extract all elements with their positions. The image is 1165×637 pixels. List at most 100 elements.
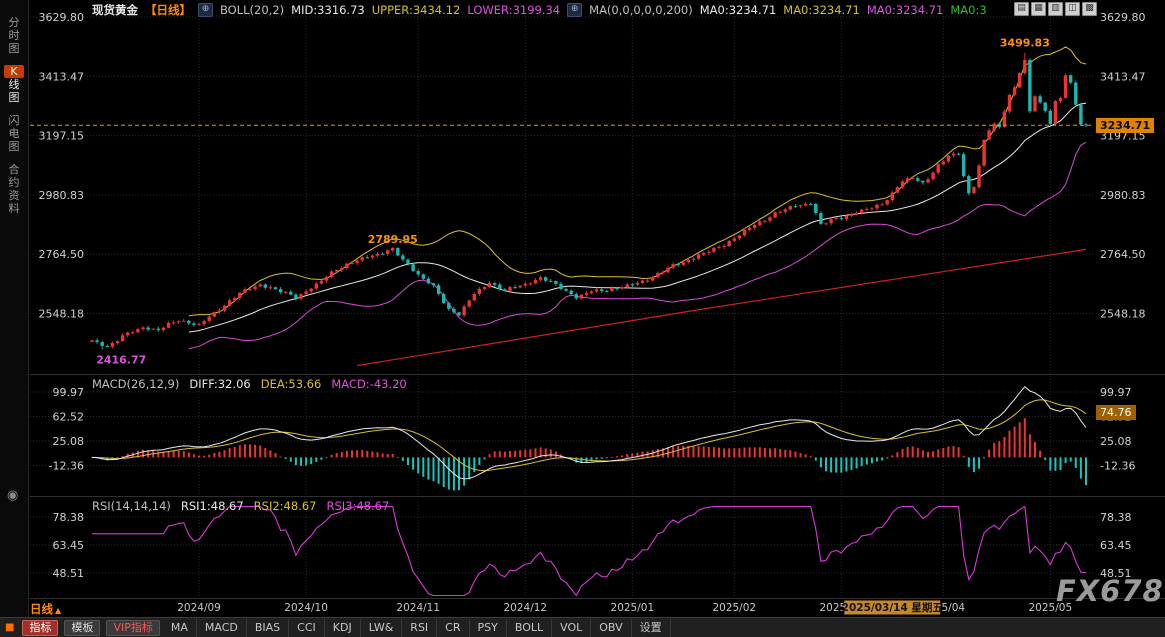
current-price-badge: 3234.71	[1096, 118, 1155, 133]
macd-histogram	[91, 418, 1087, 491]
svg-text:3499.83: 3499.83	[1000, 37, 1050, 50]
ma-value-4: MA0:3	[950, 3, 987, 17]
svg-text:2548.18: 2548.18	[39, 308, 85, 321]
toolbar-tab-10[interactable]: CR	[437, 618, 470, 637]
macd-dea-value: DEA:53.66	[260, 377, 322, 391]
rsi2-value: RSI2:48.67	[253, 499, 317, 513]
layout-button-0[interactable]: ▤	[1014, 2, 1029, 16]
toolbar-tab-5[interactable]: BIAS	[247, 618, 290, 637]
period-tag[interactable]: 【日线】	[145, 3, 191, 17]
svg-text:25.08: 25.08	[1100, 435, 1132, 448]
svg-text:3197.15: 3197.15	[39, 130, 85, 143]
ma-value-2: MA0:3234.71	[783, 3, 860, 17]
ma-settings-icon[interactable]: ⊕	[567, 3, 583, 17]
rsi-indicator-labels: RSI(14,14,14) RSI1:48.67 RSI2:48.67 RSI3…	[92, 499, 389, 513]
boll-mid-value: MID:3316.73	[291, 3, 365, 17]
period-selector[interactable]: 日线 ▲	[30, 601, 61, 617]
chart-canvas[interactable]: 2416.77 2789.95 3499.83 3629.80 3629.80 3413.…	[0, 0, 1165, 618]
symbol-name: 现货黄金	[92, 3, 138, 17]
svg-text:48.51: 48.51	[53, 567, 85, 580]
candlestick-series	[90, 52, 1088, 350]
svg-text:3413.47: 3413.47	[39, 70, 85, 83]
rsi-line	[92, 505, 1087, 597]
svg-text:2024/11: 2024/11	[396, 602, 440, 614]
boll-settings-icon[interactable]: ⊕	[198, 3, 213, 17]
macd-diff-value: DIFF:32.06	[189, 377, 251, 391]
window-layout-controls: ▤ ▦ ▥ ◫ ▩	[1014, 2, 1097, 16]
toolbar-tab-3[interactable]: MA	[163, 618, 197, 637]
toolbar-tab-12[interactable]: BOLL	[507, 618, 553, 637]
macd-value-badge: 74.76	[1096, 405, 1136, 420]
svg-text:99.97: 99.97	[53, 386, 85, 399]
svg-text:2980.83: 2980.83	[39, 189, 85, 202]
toolbar-tab-7[interactable]: KDJ	[325, 618, 361, 637]
macd-lines	[91, 385, 1087, 480]
boll-lower-value: LOWER:3199.34	[467, 3, 561, 17]
toolbar-tab-15[interactable]: 设置	[632, 618, 671, 637]
toolbar-tab-9[interactable]: RSI	[402, 618, 438, 637]
toolbar-tab-14[interactable]: OBV	[591, 618, 632, 637]
price-annotations: 2416.77 2789.95 3499.83	[96, 37, 1050, 367]
rsi1-value: RSI1:48.67	[180, 499, 244, 513]
svg-text:2024/12: 2024/12	[503, 602, 547, 614]
svg-text:2025/03/14 星期五: 2025/03/14 星期五	[842, 601, 944, 614]
svg-text:2764.50: 2764.50	[39, 248, 85, 261]
layout-button-1[interactable]: ▦	[1031, 2, 1046, 16]
svg-text:78.38: 78.38	[1100, 511, 1132, 524]
svg-text:3413.47: 3413.47	[1100, 70, 1146, 83]
svg-text:2024/10: 2024/10	[284, 602, 328, 614]
menu-icon[interactable]: ■	[5, 622, 15, 633]
date-axis: 2024/09 2024/10 2024/11 2024/12 2025/01 2025/…	[177, 600, 1073, 615]
svg-text:2025/02: 2025/02	[712, 602, 756, 614]
svg-text:3629.80: 3629.80	[39, 11, 85, 24]
toolbar-tab-list: 指标 模板 VIP指标 MA MACD BIAS CCI KDJ LW& RSI CR PSY BOLL…	[19, 618, 671, 637]
toolbar-tab-13[interactable]: VOL	[552, 618, 592, 637]
grid	[30, 10, 1165, 599]
svg-text:99.97: 99.97	[1100, 386, 1132, 399]
indicator-header: 现货黄金 【日线】 ⊕ BOLL(20,2) MID:3316.73 UPPER…	[92, 2, 987, 18]
macd-indicator-labels: MACD(26,12,9) DIFF:32.06 DEA:53.66 MACD:…	[92, 377, 407, 391]
svg-text:2025/05: 2025/05	[1029, 602, 1073, 614]
svg-text:78.38: 78.38	[53, 511, 85, 524]
svg-text:2025/01: 2025/01	[611, 602, 655, 614]
svg-text:2024/09: 2024/09	[177, 602, 221, 614]
toolbar-tab-8[interactable]: LW&	[361, 618, 403, 637]
layout-button-4[interactable]: ▩	[1082, 2, 1097, 16]
ma200-line	[357, 248, 1087, 367]
svg-text:2416.77: 2416.77	[96, 354, 146, 367]
bottom-toolbar: ■ 指标 模板 VIP指标 MA MACD BIAS CCI KDJ LW& RSI CR PSY BO…	[0, 617, 1165, 637]
toolbar-tab-0[interactable]: 指标	[22, 619, 59, 636]
layout-button-3[interactable]: ◫	[1065, 2, 1080, 16]
toolbar-tab-11[interactable]: PSY	[470, 618, 507, 637]
ma-value-3: MA0:3234.71	[866, 3, 944, 17]
boll-label: BOLL(20,2)	[220, 3, 285, 17]
sidebar-item-2[interactable]: 闪电图	[8, 114, 20, 153]
sidebar-item-0[interactable]: 分时图	[8, 16, 20, 55]
toolbar-tab-1[interactable]: 模板	[64, 619, 101, 636]
macd-value: MACD:-43.20	[331, 377, 407, 391]
svg-text:-12.36: -12.36	[1100, 459, 1135, 472]
sidebar-item-3[interactable]: 合约资料	[8, 163, 20, 215]
boll-upper-value: UPPER:3434.12	[371, 3, 461, 17]
toolbar-tab-4[interactable]: MACD	[197, 618, 247, 637]
svg-text:63.45: 63.45	[53, 539, 85, 552]
svg-text:25.08: 25.08	[53, 435, 85, 448]
rsi3-value: RSI3:48.67	[326, 499, 390, 513]
svg-text:63.45: 63.45	[1100, 539, 1132, 552]
drawing-tools-icon[interactable]: ◉	[7, 488, 19, 503]
svg-text:2980.83: 2980.83	[1100, 189, 1146, 202]
svg-text:2764.50: 2764.50	[1100, 248, 1146, 261]
svg-text:62.52: 62.52	[53, 411, 85, 424]
date-highlight-box	[844, 600, 941, 615]
layout-button-2[interactable]: ▥	[1048, 2, 1063, 16]
toolbar-tab-2[interactable]: VIP指标	[106, 619, 160, 636]
ma-label: MA(0,0,0,0,0,200)	[589, 3, 693, 17]
ma-value-1: MA0:3234.71	[699, 3, 777, 17]
watermark-logo: FX678	[1056, 574, 1164, 608]
svg-text:2548.18: 2548.18	[1100, 308, 1146, 321]
toolbar-tab-6[interactable]: CCI	[289, 618, 325, 637]
